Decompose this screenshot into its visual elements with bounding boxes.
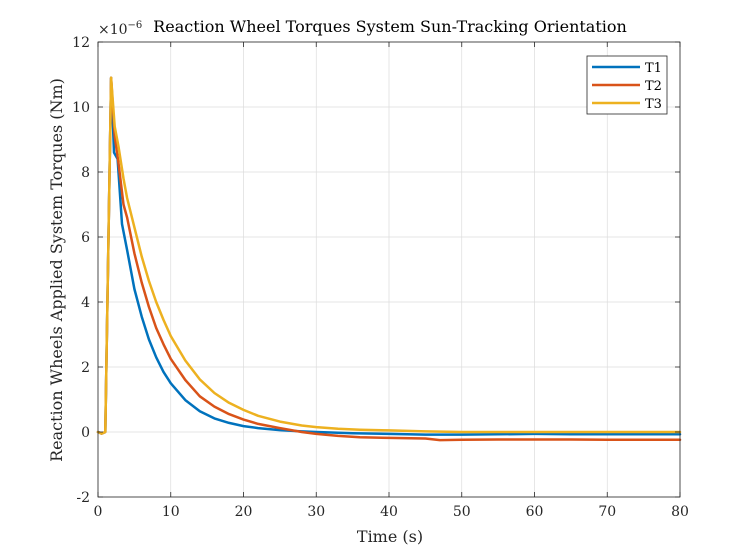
y-tick-label: 8 bbox=[81, 165, 90, 181]
legend-label-t3: T3 bbox=[645, 97, 662, 112]
x-tick-label: 20 bbox=[235, 504, 253, 520]
x-axis-label: Time (s) bbox=[357, 527, 423, 546]
x-tick-label: 30 bbox=[307, 504, 325, 520]
series-line-t1 bbox=[96, 76, 682, 436]
y-tick-label: 4 bbox=[81, 295, 90, 311]
y-axis-exponent: ×10−6 bbox=[98, 20, 142, 38]
series-line-t2 bbox=[96, 76, 682, 442]
y-tick-labels: -2 0 2 4 6 8 10 12 bbox=[72, 35, 90, 506]
chart-title: Reaction Wheel Torques System Sun-Tracki… bbox=[153, 17, 627, 36]
y-tick-label: 6 bbox=[81, 230, 90, 246]
y-tick-label: 0 bbox=[81, 425, 90, 441]
x-tick-label: 0 bbox=[94, 504, 103, 520]
x-tick-labels: 0 10 20 30 40 50 60 70 80 bbox=[94, 504, 689, 520]
x-tick-label: 50 bbox=[453, 504, 471, 520]
series-lines bbox=[96, 76, 682, 442]
y-tick-label: 2 bbox=[81, 360, 90, 376]
y-tick-label: 12 bbox=[72, 35, 90, 51]
y-tick-label: 10 bbox=[72, 100, 90, 116]
legend-label-t2: T2 bbox=[645, 79, 662, 94]
legend: T1 T2 T3 bbox=[586, 55, 668, 115]
y-axis-exponent-power: −6 bbox=[128, 20, 143, 31]
y-axis-label: Reaction Wheels Applied System Torques (… bbox=[47, 78, 66, 462]
x-tick-label: 80 bbox=[671, 504, 689, 520]
legend-label-t1: T1 bbox=[645, 61, 662, 76]
tick-marks bbox=[97, 41, 681, 498]
x-tick-label: 60 bbox=[526, 504, 544, 520]
series-line-t3 bbox=[96, 76, 682, 435]
x-tick-label: 10 bbox=[162, 504, 180, 520]
y-tick-label: -2 bbox=[76, 490, 90, 506]
x-tick-label: 70 bbox=[598, 504, 616, 520]
y-axis-exponent-base: ×10 bbox=[98, 22, 128, 38]
x-tick-label: 40 bbox=[380, 504, 398, 520]
